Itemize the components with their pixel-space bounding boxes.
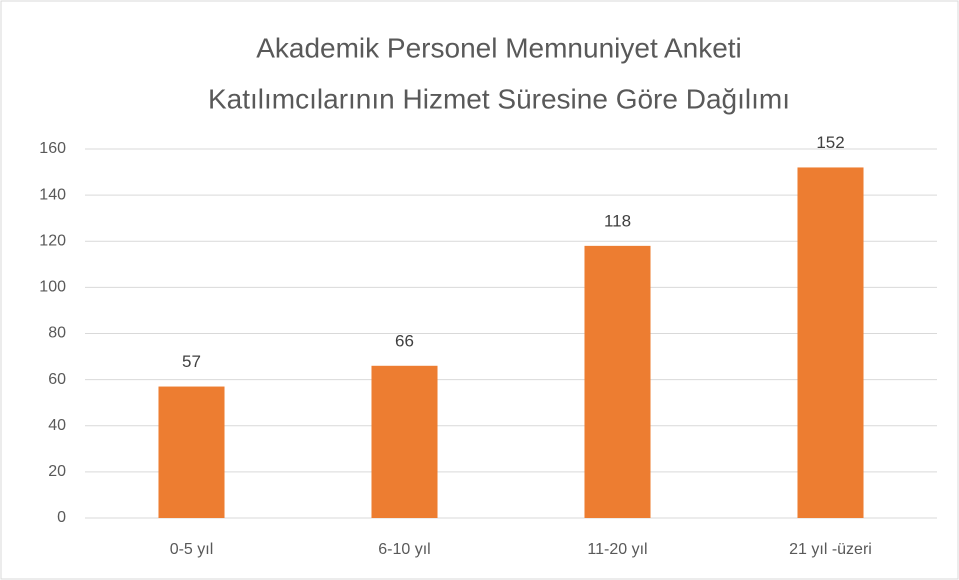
x-tick-label: 0-5 yıl: [170, 541, 214, 558]
y-tick-label: 80: [48, 325, 66, 342]
bar: [584, 245, 651, 519]
x-tick-label: 21 yıl -üzeri: [789, 541, 872, 558]
data-label: 152: [816, 133, 844, 152]
y-tick-label: 40: [48, 417, 66, 434]
bar: [797, 167, 864, 518]
data-label: 57: [182, 352, 201, 371]
bar: [158, 386, 225, 518]
y-tick-label: 20: [48, 463, 66, 480]
y-tick-label: 140: [39, 186, 66, 203]
bar: [371, 365, 438, 518]
y-tick-label: 100: [39, 279, 66, 296]
data-label: 118: [604, 211, 631, 230]
y-tick-label: 120: [39, 232, 66, 249]
y-tick-label: 160: [39, 140, 66, 157]
chart-title: Katılımcılarının Hizmet Süresine Göre Da…: [208, 83, 790, 114]
chart-title: Akademik Personel Memnuniyet Anketi: [256, 32, 742, 63]
y-tick-label: 60: [48, 371, 66, 388]
y-tick-label: 0: [57, 509, 66, 526]
x-tick-label: 6-10 yıl: [378, 541, 430, 558]
x-tick-label: 11-20 yıl: [587, 541, 647, 558]
data-label: 66: [395, 331, 414, 350]
